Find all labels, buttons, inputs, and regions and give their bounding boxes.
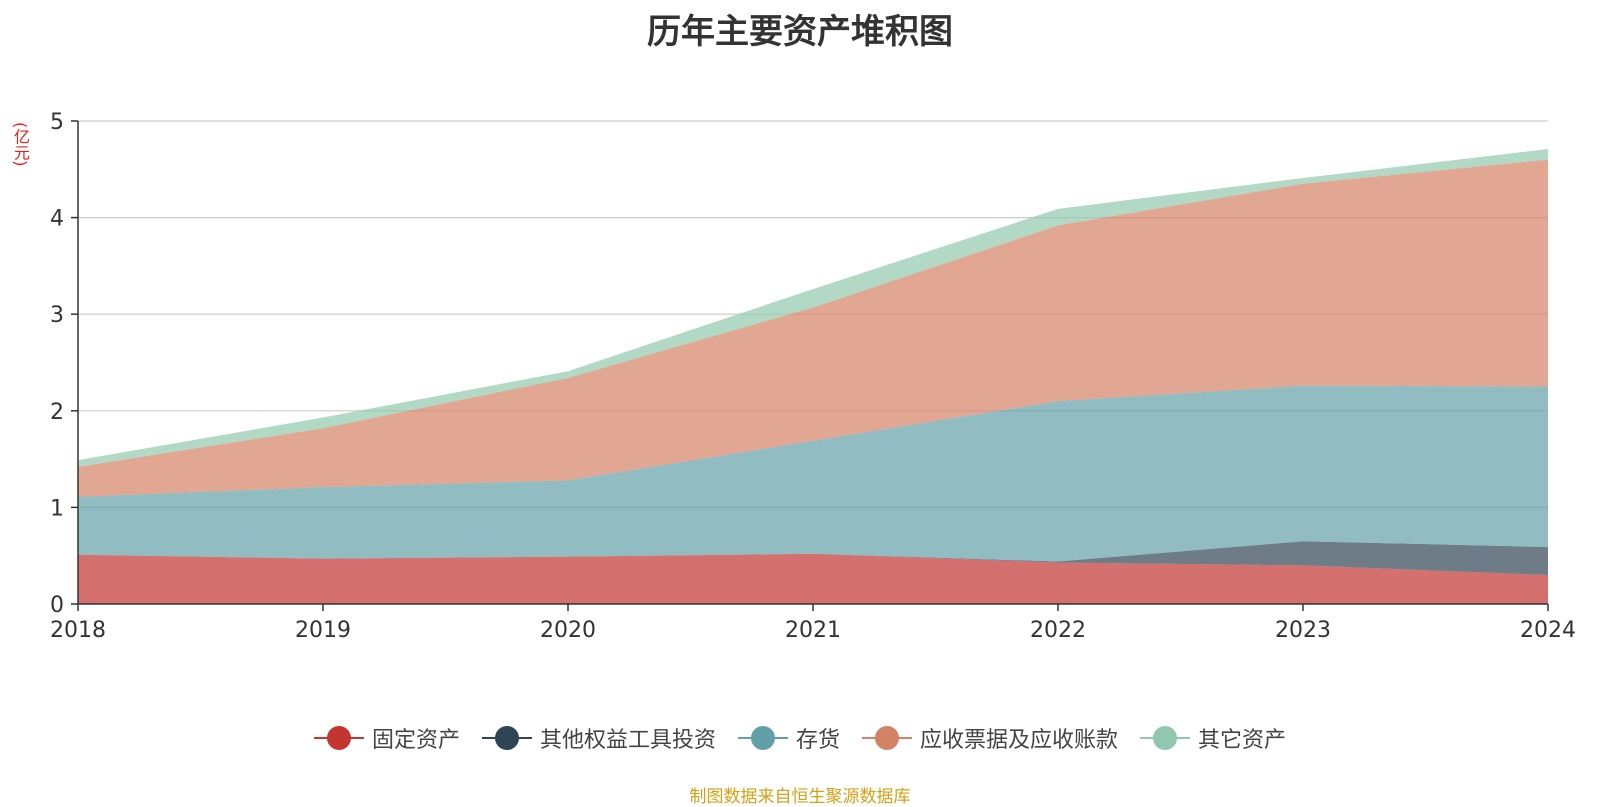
area-series-4 [78,149,1548,467]
legend-label: 其他权益工具投资 [539,728,716,753]
x-tick-label: 2023 [1275,618,1331,643]
area-series-3 [78,159,1548,497]
area-series-1 [78,541,1548,576]
area-series-2 [78,385,1548,562]
area-series [78,149,1548,604]
legend-marker-icon [1140,724,1191,752]
chart-title: 历年主要资产堆积图 [647,12,953,52]
y-tick-label: 5 [50,110,64,135]
y-tick-label: 2 [50,400,64,425]
x-tick-label: 2019 [295,618,351,643]
x-tick-label: 2021 [785,618,841,643]
y-tick-label: 1 [50,496,64,521]
legend-label: 应收票据及应收账款 [920,728,1119,753]
legend-marker-icon [481,724,532,752]
legend-item[interactable]: 其它资产 [1140,722,1286,754]
legend-marker-icon [737,724,788,752]
legend-marker-dot [326,726,351,750]
legend-marker-dot [1153,726,1178,750]
legend-item[interactable]: 应收票据及应收账款 [862,722,1118,754]
legend-marker-dot [750,726,775,750]
legend-marker-icon [862,724,912,752]
legend-item[interactable]: 其他权益工具投资 [481,722,716,754]
legend-marker-icon [313,724,364,752]
legend-item[interactable]: 存货 [737,722,840,754]
y-tick-label: 0 [50,593,64,618]
legend-label: 固定资产 [371,728,460,753]
data-source-note: 制图数据来自恒生聚源数据库 [689,787,911,807]
legend: 固定资产 其他权益工具投资 存货 应收票据及应收账款 其它资产 [0,722,1600,754]
x-tick-label: 2018 [50,618,106,643]
x-tick-label: 2024 [1520,618,1576,643]
legend-label: 存货 [795,728,840,753]
y-tick-label: 4 [50,207,64,232]
legend-item[interactable]: 固定资产 [313,722,460,754]
x-tick-label: 2020 [540,618,596,643]
legend-label: 其它资产 [1198,728,1287,753]
y-axis-unit-label: (亿元) [11,122,30,167]
x-tick-label: 2022 [1030,618,1086,643]
y-tick-label: 3 [50,303,64,328]
area-series-0 [78,553,1548,604]
legend-marker-dot [875,726,899,750]
axes: 0 1 2 3 4 5 2018 2019 2020 2021 2022 2023 2024 [50,110,1576,643]
legend-marker-dot [494,726,519,750]
